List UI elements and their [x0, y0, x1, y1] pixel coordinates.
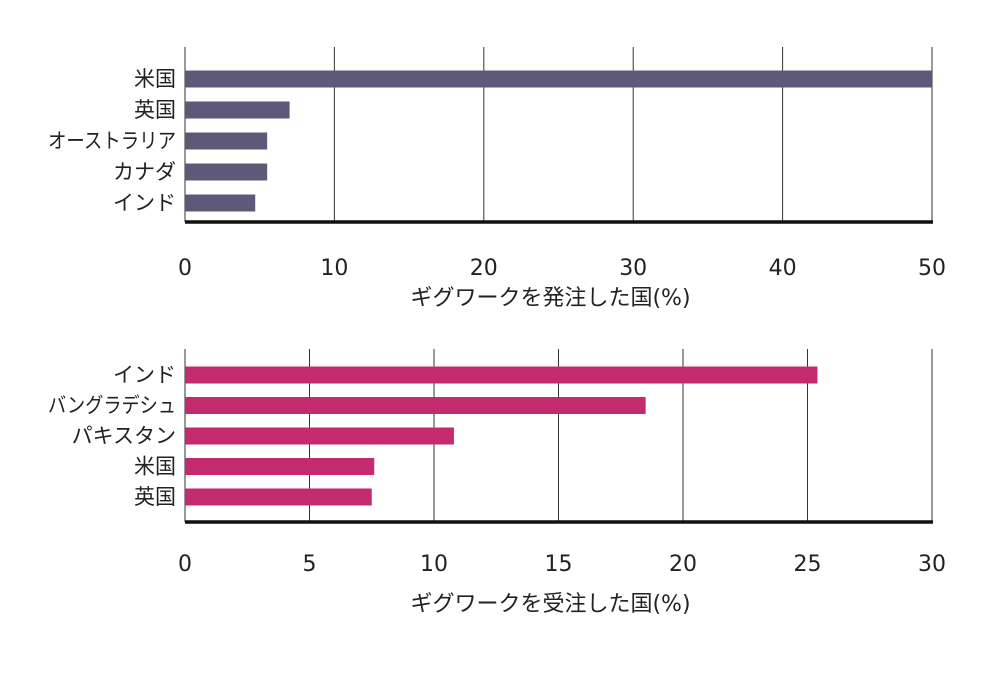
category-label-4: 英国 [134, 485, 176, 509]
tick-label-4: 40 [769, 256, 797, 281]
tick-label-6: 30 [918, 552, 946, 577]
tick-label-0: 0 [178, 256, 192, 281]
tick-label-5: 50 [918, 256, 946, 281]
tick-label-1: 5 [303, 552, 317, 577]
bar-2 [185, 427, 454, 445]
bar-3 [185, 163, 268, 181]
bar-1 [185, 101, 290, 119]
category-label-2: オーストラリア [48, 129, 176, 153]
tick-label-5: 25 [794, 552, 822, 577]
bar-4 [185, 488, 372, 506]
category-label-3: カナダ [113, 160, 176, 184]
bar-1 [185, 397, 646, 414]
tick-label-2: 20 [470, 256, 498, 281]
category-label-4: インド [113, 191, 176, 215]
tick-label-3: 15 [545, 552, 573, 577]
category-label-2: パキスタン [72, 424, 176, 448]
x-axis-title: ギグワークを発注した国(%) [410, 286, 690, 311]
bar-0 [185, 366, 818, 384]
bar-4 [185, 194, 256, 212]
bar-2 [185, 132, 268, 150]
tick-label-2: 10 [420, 552, 448, 577]
tick-label-1: 10 [320, 256, 348, 281]
category-label-0: インド [113, 363, 176, 387]
tick-label-0: 0 [178, 552, 192, 577]
category-label-3: 米国 [134, 455, 176, 479]
category-label-0: 米国 [134, 67, 176, 91]
tick-label-3: 30 [619, 256, 647, 281]
bar-3 [185, 458, 375, 475]
bar-0 [185, 70, 932, 88]
tick-label-4: 20 [669, 552, 697, 577]
category-label-1: バングラデシュ [48, 394, 176, 418]
x-axis-title: ギグワークを受注した国(%) [410, 592, 690, 617]
category-label-1: 英国 [134, 98, 176, 122]
